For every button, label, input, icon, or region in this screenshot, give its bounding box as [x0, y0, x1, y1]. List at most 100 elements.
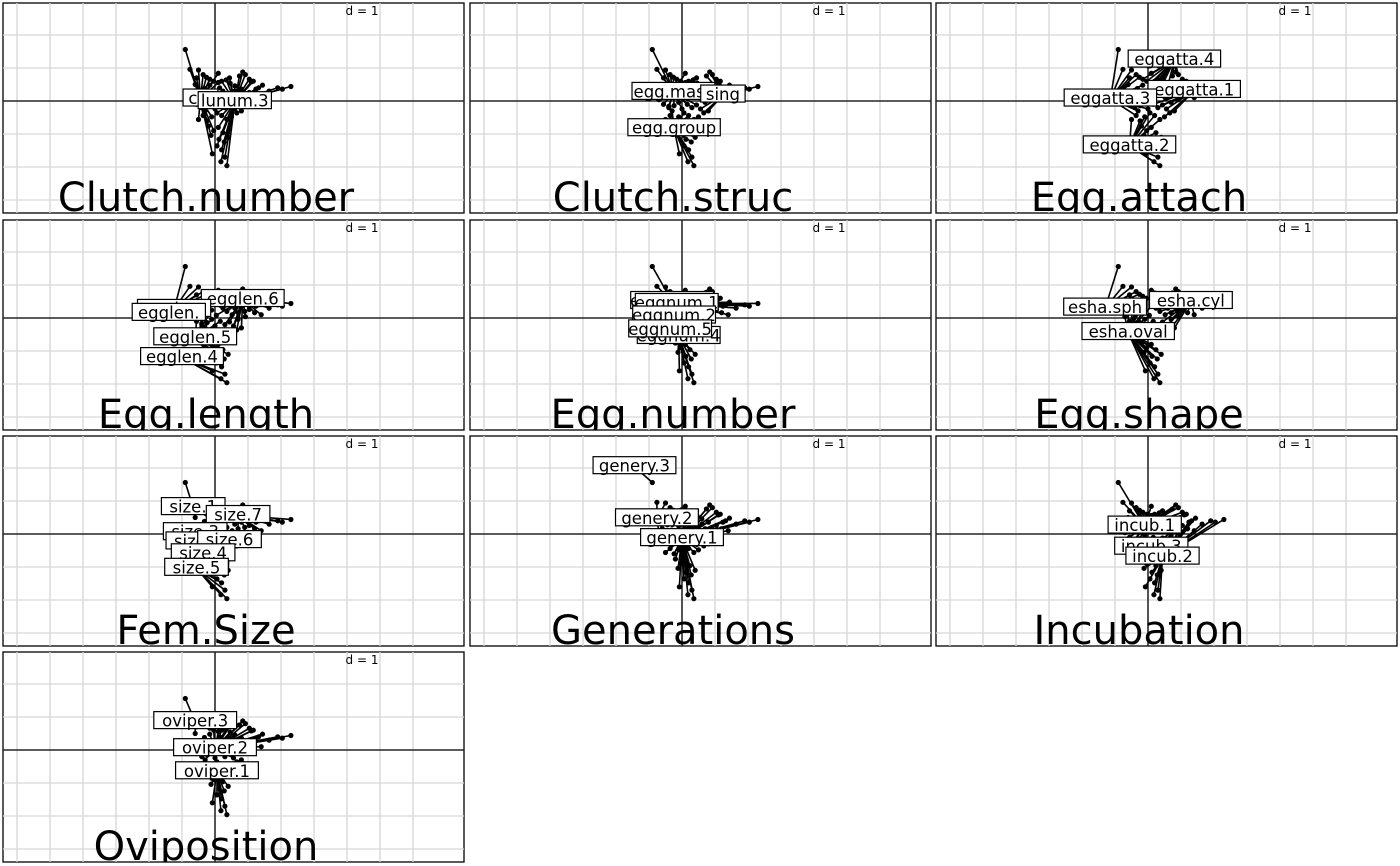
data-point — [671, 551, 677, 557]
data-point — [1185, 526, 1191, 532]
data-point — [242, 308, 248, 314]
data-point — [1175, 505, 1181, 511]
category-label-text: egglen.5 — [159, 328, 231, 347]
data-point — [683, 569, 689, 575]
data-point — [678, 345, 684, 351]
panel-title: Egg.attach — [1031, 175, 1248, 221]
data-point — [1183, 511, 1189, 517]
data-point — [1151, 159, 1157, 165]
data-point — [275, 734, 281, 740]
category-label: oviper.1 — [174, 761, 259, 781]
data-point — [1162, 312, 1168, 318]
data-point — [1159, 508, 1166, 514]
data-point — [1133, 112, 1139, 119]
data-point — [1168, 316, 1174, 322]
data-point — [654, 66, 660, 72]
data-point — [722, 518, 729, 524]
data-point — [755, 300, 761, 307]
data-point — [1163, 106, 1170, 112]
data-point — [693, 102, 700, 108]
data-point — [232, 732, 238, 738]
data-point — [649, 479, 655, 486]
data-point — [662, 67, 669, 73]
data-point — [675, 565, 681, 571]
panel-title: Fem.Size — [116, 608, 295, 654]
data-point — [1152, 580, 1158, 586]
data-point — [697, 106, 704, 112]
data-point — [685, 159, 691, 165]
data-point — [1148, 341, 1154, 347]
category-label-text: eggnum.5 — [628, 320, 712, 339]
grid-scale-label: d = 1 — [813, 4, 846, 18]
data-point — [662, 549, 669, 556]
category-label: size.7 — [205, 504, 271, 525]
category-label: egglen.5 — [153, 327, 238, 347]
data-point — [676, 368, 682, 374]
data-point — [220, 130, 226, 136]
category-label-text: oviper.2 — [182, 739, 248, 758]
data-point — [1126, 292, 1133, 298]
data-point — [692, 567, 698, 573]
data-point — [671, 103, 677, 109]
data-point — [193, 75, 200, 81]
category-label-text: genery.2 — [621, 509, 692, 528]
data-point — [1148, 503, 1154, 509]
category-label-text: genery.1 — [646, 529, 717, 548]
data-point — [691, 380, 697, 386]
data-point — [204, 320, 210, 326]
category-label-text: esha.oval — [1089, 323, 1168, 342]
data-point — [1155, 154, 1161, 160]
data-point — [288, 516, 294, 523]
data-point — [246, 306, 252, 313]
data-point — [1128, 284, 1135, 290]
data-point — [676, 151, 682, 157]
data-point — [691, 163, 697, 169]
data-point — [1140, 509, 1146, 515]
data-point — [227, 80, 233, 86]
data-point — [1120, 66, 1126, 72]
data-point — [688, 572, 694, 578]
data-point — [219, 78, 225, 84]
category-label: genery.1 — [639, 528, 724, 548]
data-point — [214, 576, 220, 582]
data-point — [208, 781, 214, 787]
data-point — [208, 132, 214, 138]
category-label-text: oviper.1 — [184, 762, 250, 781]
category-label-text: egg.group — [632, 119, 716, 138]
data-point — [1167, 110, 1173, 116]
data-point — [259, 731, 266, 737]
data-point — [195, 284, 202, 290]
data-point — [1171, 108, 1177, 114]
data-point — [1188, 518, 1195, 524]
category-label-text: egglen.6 — [207, 290, 279, 309]
data-point — [1144, 345, 1150, 351]
data-point — [1125, 81, 1131, 88]
panel-title: Generations — [551, 608, 795, 654]
data-point — [695, 547, 702, 553]
data-point — [242, 314, 248, 320]
data-point — [678, 561, 684, 567]
panel-egg-shape: esha.sph esha.cyl esha.oval d = 1 Egg.shape — [935, 219, 1398, 431]
data-point — [654, 499, 660, 505]
data-point — [229, 312, 235, 318]
data-point — [225, 351, 231, 357]
data-point — [232, 83, 238, 89]
data-point — [215, 124, 221, 130]
category-label: esha.cyl — [1148, 290, 1233, 311]
data-point — [224, 163, 230, 169]
data-point — [225, 783, 231, 789]
data-point — [746, 519, 752, 525]
data-point — [1155, 371, 1161, 377]
data-point — [682, 70, 688, 76]
data-point — [683, 136, 689, 142]
grid-scale-label: d = 1 — [346, 221, 379, 235]
data-point — [192, 730, 198, 737]
data-point — [219, 580, 225, 586]
data-point — [1154, 356, 1160, 362]
data-point — [1126, 75, 1133, 81]
data-point — [688, 139, 694, 145]
data-point — [675, 349, 681, 355]
data-point — [649, 46, 655, 53]
grid-scale-label: d = 1 — [1279, 4, 1312, 18]
